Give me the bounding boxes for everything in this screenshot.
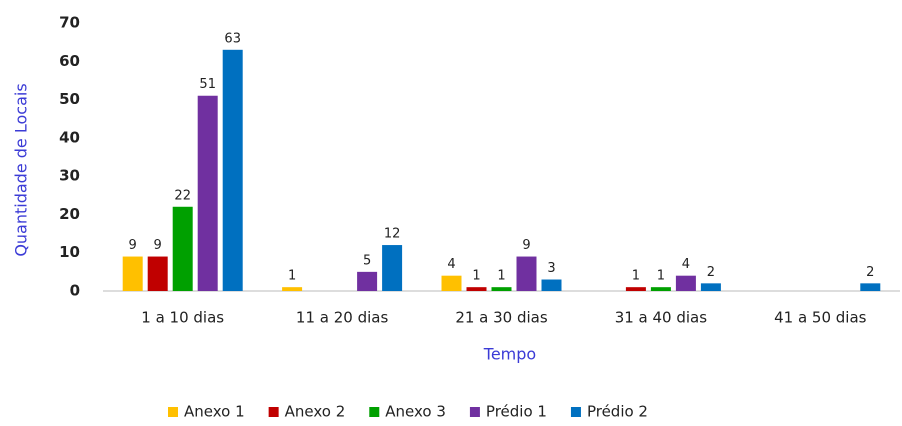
bar <box>282 287 303 291</box>
data-label: 1 <box>288 269 296 284</box>
data-label: 1 <box>657 269 665 284</box>
x-tick-label: 1 a 10 dias <box>141 309 224 327</box>
legend-label: Anexo 2 <box>285 403 346 421</box>
y-axis-label: Quantidade de Locais <box>12 83 31 256</box>
bar <box>172 206 193 291</box>
y-tick-label: 20 <box>59 205 80 223</box>
y-tick-label: 50 <box>59 90 80 108</box>
bar <box>860 283 881 291</box>
bar <box>441 275 462 291</box>
bar <box>516 256 537 291</box>
legend-label: Anexo 1 <box>184 403 245 421</box>
x-axis-label: Tempo <box>483 345 536 364</box>
data-label: 51 <box>199 77 216 92</box>
bar <box>147 256 168 291</box>
data-label: 1 <box>632 269 640 284</box>
y-tick-label: 10 <box>59 243 80 261</box>
bar <box>625 287 646 291</box>
data-label: 2 <box>707 265 715 280</box>
y-tick-label: 40 <box>59 128 80 146</box>
y-tick-label: 30 <box>59 167 80 185</box>
data-label: 9 <box>154 238 162 253</box>
x-tick-label: 11 a 20 dias <box>296 309 389 327</box>
x-tick-label: 31 a 40 dias <box>615 309 708 327</box>
data-label: 22 <box>174 188 191 203</box>
bar <box>122 256 143 291</box>
bar <box>466 287 487 291</box>
legend-label: Prédio 2 <box>587 403 648 421</box>
bar <box>197 95 218 291</box>
data-label: 3 <box>547 261 555 276</box>
data-label: 63 <box>224 31 241 46</box>
y-tick-label: 60 <box>59 52 80 70</box>
x-tick-label: 21 a 30 dias <box>455 309 548 327</box>
bar <box>222 49 243 291</box>
data-label: 5 <box>363 253 371 268</box>
bar <box>491 287 512 291</box>
legend-swatch <box>369 407 380 417</box>
legend-swatch <box>570 407 581 417</box>
data-label: 2 <box>866 265 874 280</box>
bar <box>357 271 378 291</box>
bar <box>675 275 696 291</box>
legend-swatch <box>168 407 178 417</box>
legend-swatch <box>469 407 480 417</box>
y-tick-label: 70 <box>59 14 80 32</box>
data-label: 9 <box>129 238 137 253</box>
bar <box>650 287 671 291</box>
bar <box>541 279 562 291</box>
legend-swatch <box>268 407 279 417</box>
data-label: 9 <box>522 238 530 253</box>
data-label: 1 <box>472 269 480 284</box>
data-label: 1 <box>497 269 505 284</box>
data-label: 4 <box>447 257 455 272</box>
bar <box>700 283 721 291</box>
data-label: 4 <box>682 257 690 272</box>
data-label: 12 <box>384 227 401 242</box>
legend-label: Prédio 1 <box>486 403 547 421</box>
x-tick-label: 41 a 50 dias <box>774 309 867 327</box>
y-tick-label: 0 <box>70 282 80 300</box>
legend-label: Anexo 3 <box>385 403 446 421</box>
bar <box>382 245 403 291</box>
